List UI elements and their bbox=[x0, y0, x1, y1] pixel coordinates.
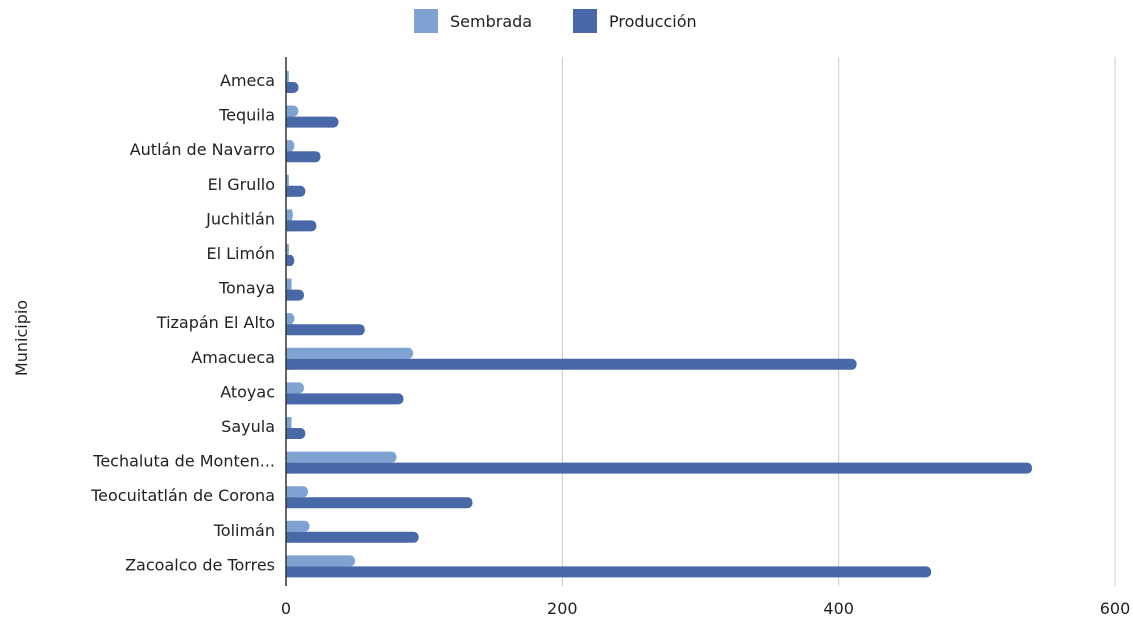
bar-producci-n bbox=[286, 116, 339, 128]
bar-sembrada bbox=[286, 555, 356, 567]
bar-base bbox=[286, 497, 292, 509]
category-label: Autlán de Navarro bbox=[130, 140, 275, 159]
bar-base bbox=[286, 417, 292, 428]
bar-base bbox=[286, 105, 292, 117]
category-label: Tolimán bbox=[213, 521, 275, 540]
x-tick-label: 600 bbox=[1100, 599, 1131, 618]
category-label: El Grullo bbox=[208, 175, 275, 194]
bar-base bbox=[286, 462, 292, 474]
legend-swatch bbox=[573, 9, 597, 33]
bar-base bbox=[286, 428, 292, 439]
legend-label: Producción bbox=[609, 12, 697, 31]
bar-producci-n bbox=[286, 358, 857, 370]
bar-base bbox=[286, 151, 292, 163]
bar-base bbox=[286, 289, 292, 301]
x-tick-label: 200 bbox=[547, 599, 578, 618]
bar-base bbox=[286, 566, 292, 578]
bar-base bbox=[286, 451, 292, 463]
bar-base bbox=[286, 347, 292, 359]
bar-producci-n bbox=[286, 393, 404, 405]
category-label: El Limón bbox=[206, 244, 275, 263]
category-label: Tonaya bbox=[218, 279, 275, 298]
grid-lines bbox=[561, 57, 1116, 586]
legend: Sembrada Producción bbox=[414, 9, 697, 33]
bar-base bbox=[286, 393, 292, 405]
bar-base bbox=[286, 209, 292, 221]
bar-base bbox=[286, 140, 292, 152]
bar-base bbox=[286, 71, 289, 82]
bar-base bbox=[286, 520, 292, 532]
category-label: Atoyac bbox=[220, 382, 275, 401]
bar-producci-n bbox=[286, 151, 321, 163]
bar-producci-n bbox=[286, 531, 419, 543]
bar-base bbox=[286, 358, 292, 370]
bar-base bbox=[286, 220, 292, 232]
bar-base bbox=[286, 116, 292, 128]
x-tick-label: 0 bbox=[281, 599, 291, 618]
category-label: Teocuitatlán de Corona bbox=[90, 486, 275, 505]
bar-base bbox=[286, 382, 292, 394]
bar-base bbox=[286, 278, 292, 290]
legend-swatch bbox=[414, 9, 438, 33]
x-tick-labels: 0 200 400 600 bbox=[281, 599, 1130, 618]
bar-base bbox=[286, 255, 292, 266]
bar-base bbox=[286, 313, 292, 325]
y-axis-title: Municipio bbox=[12, 300, 31, 376]
bar-producci-n bbox=[286, 220, 317, 232]
bar-base bbox=[286, 531, 292, 543]
bar-base bbox=[286, 82, 292, 93]
bar-producci-n bbox=[286, 497, 473, 509]
bars bbox=[286, 71, 1033, 578]
bar-producci-n bbox=[286, 324, 365, 336]
bar-base bbox=[286, 324, 292, 336]
category-label: Zacoalco de Torres bbox=[125, 555, 275, 574]
bar-base bbox=[286, 244, 289, 255]
bar-producci-n bbox=[286, 462, 1033, 474]
legend-label: Sembrada bbox=[450, 12, 532, 31]
bar-base bbox=[286, 174, 289, 186]
category-label: Juchitlán bbox=[205, 209, 275, 228]
x-tick-label: 400 bbox=[823, 599, 854, 618]
category-label: Sayula bbox=[221, 417, 275, 436]
bar-base bbox=[286, 555, 292, 567]
category-label: Tizapán El Alto bbox=[156, 313, 275, 332]
category-label: Ameca bbox=[220, 71, 275, 90]
category-labels: Ameca Tequila Autlán de Navarro El Grullo Ju… bbox=[90, 71, 275, 574]
category-label: Tequila bbox=[218, 106, 275, 125]
bar-sembrada bbox=[286, 347, 414, 359]
bar-producci-n bbox=[286, 566, 932, 578]
bar-sembrada bbox=[286, 451, 397, 463]
bar-base bbox=[286, 185, 292, 197]
category-label: Techaluta de Monten... bbox=[92, 452, 275, 471]
category-label: Amacueca bbox=[191, 348, 275, 367]
bar-base bbox=[286, 486, 292, 498]
